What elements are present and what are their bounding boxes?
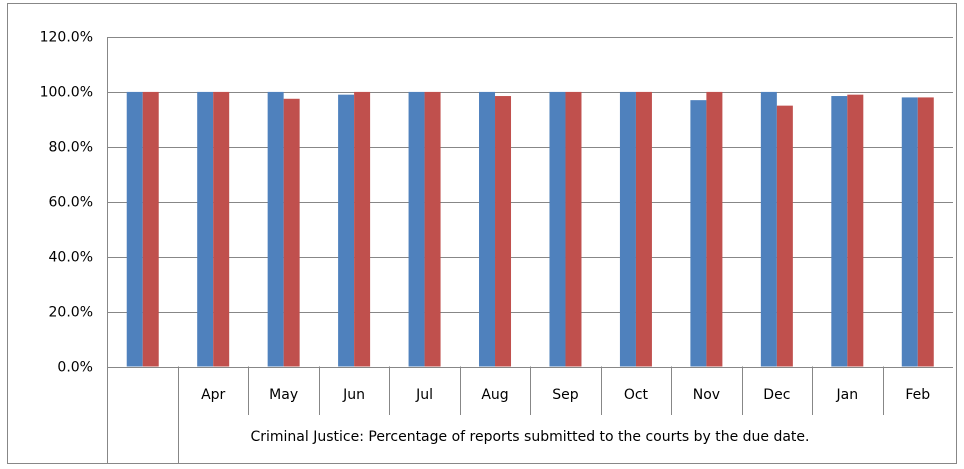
bar: [847, 94, 864, 367]
bar: [706, 91, 723, 367]
category-group-label: Criminal Justice: Percentage of reports …: [250, 429, 809, 445]
bar: [760, 91, 777, 367]
bar: [197, 91, 214, 367]
bar: [549, 91, 566, 367]
bar: [267, 91, 284, 367]
bar: [126, 91, 143, 367]
bar: [408, 91, 425, 367]
x-tick-label: Sep: [552, 387, 579, 403]
bar: [690, 100, 707, 367]
y-tick-label: 80.0%: [49, 140, 93, 156]
x-tick-label: May: [269, 387, 298, 403]
y-tick-label: 20.0%: [49, 305, 93, 321]
x-tick-label: Jul: [415, 387, 433, 403]
y-tick-label: 60.0%: [49, 195, 93, 211]
bar: [479, 91, 496, 367]
bar: [901, 97, 918, 367]
y-tick-label: 0.0%: [57, 360, 93, 376]
x-tick-label: Jan: [836, 387, 859, 403]
bar: [565, 91, 582, 367]
x-tick-label: Aug: [481, 387, 508, 403]
bar: [917, 97, 934, 367]
bar: [283, 98, 300, 367]
bar: [354, 91, 371, 367]
bar: [213, 91, 230, 367]
bar: [495, 96, 512, 367]
y-tick-label: 100.0%: [40, 85, 93, 101]
bar: [635, 91, 652, 367]
bar: [776, 105, 793, 367]
bar: [142, 91, 159, 367]
x-tick-label: Feb: [905, 387, 930, 403]
y-tick-label: 40.0%: [49, 250, 93, 266]
x-tick-label: Oct: [624, 387, 649, 403]
x-tick-label: Jun: [342, 387, 365, 403]
bar: [831, 96, 848, 367]
bar: [619, 91, 636, 367]
y-tick-label: 120.0%: [40, 30, 93, 46]
x-tick-label: Nov: [693, 387, 720, 403]
x-tick-label: Apr: [201, 387, 225, 403]
x-tick-label: Dec: [763, 387, 790, 403]
bar: [424, 91, 441, 367]
bar: [338, 94, 355, 367]
